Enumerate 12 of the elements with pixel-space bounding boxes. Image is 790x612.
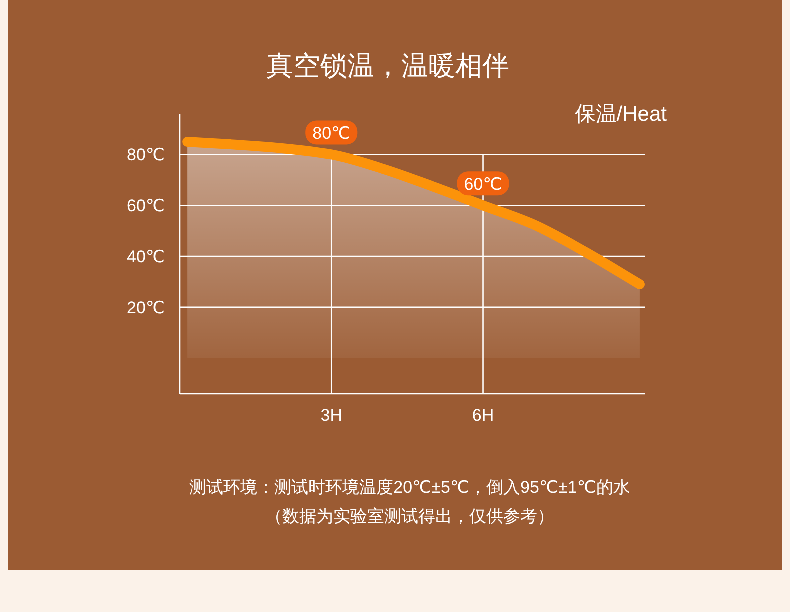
- data-label: 60℃: [464, 175, 502, 194]
- y-tick-label: 20℃: [126, 298, 165, 318]
- y-tick-label: 60℃: [126, 196, 165, 216]
- y-tick-label: 80℃: [126, 146, 165, 165]
- chart-title: 真空锁温，温暖相伴: [266, 51, 510, 81]
- text: 测试环境：测试时环境温度20℃±5℃，倒入95℃±1℃的水: [190, 478, 630, 497]
- data-label: 80℃: [312, 124, 351, 144]
- text: （数据为实验室测试得出，仅供参考）: [266, 507, 554, 526]
- x-tick-label: 6H: [472, 406, 494, 425]
- x-tick-label: 3H: [320, 406, 342, 425]
- y-tick-label: 40℃: [126, 248, 165, 267]
- y-axis-title: 保温/Heat: [574, 103, 668, 126]
